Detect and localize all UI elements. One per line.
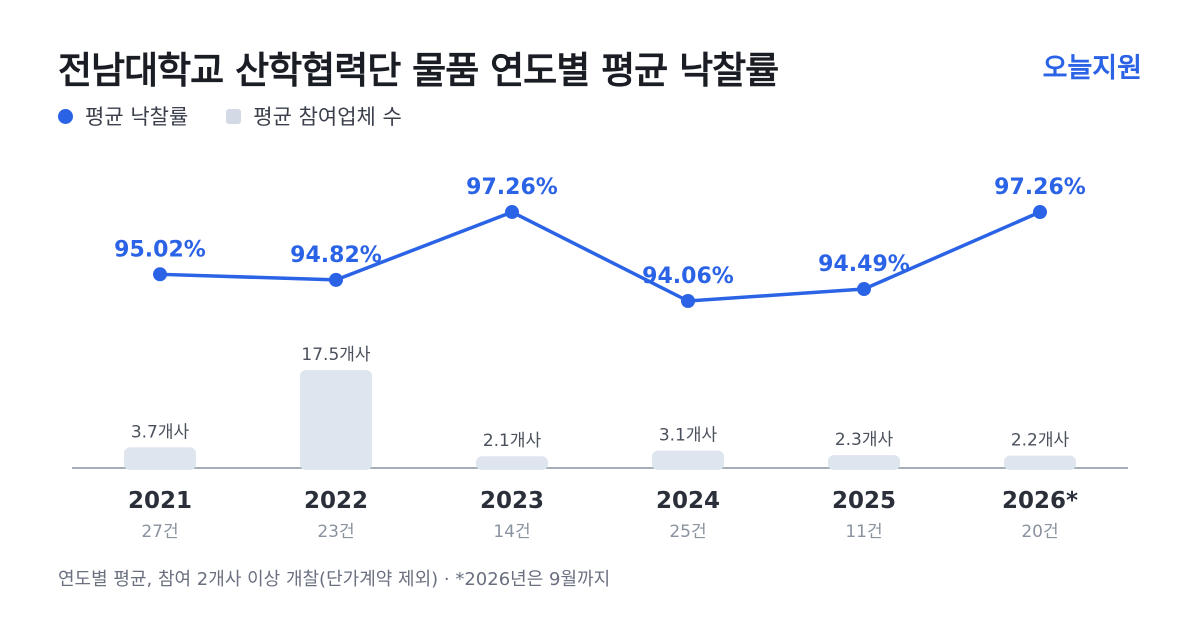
count-label: 20건	[1021, 522, 1058, 542]
count-label: 11건	[845, 522, 882, 542]
bar-2023	[476, 456, 548, 470]
x-tick-label: 2024	[656, 488, 720, 514]
rate-point-2024	[681, 294, 695, 308]
legend-bidders-label: 평균 참여업체 수	[253, 105, 402, 129]
footnote: 연도별 평균, 참여 2개사 이상 개찰(단가계약 제외) · *2026년은 …	[58, 569, 611, 590]
bar-2022	[300, 370, 372, 470]
bar-2024	[652, 450, 724, 470]
chart-title: 전남대학교 산학협력단 물품 연도별 평균 낙찰률	[58, 49, 779, 92]
bar-label: 3.1개사	[659, 426, 718, 446]
bar-2025	[828, 455, 900, 470]
bar-marker-icon	[226, 108, 242, 124]
rate-line	[158, 210, 1042, 303]
bar-2026*	[1004, 455, 1076, 470]
x-tick-label: 2022	[304, 488, 368, 514]
bar-2021	[124, 447, 196, 470]
rate-point-2021	[153, 267, 167, 282]
count-label: 27건	[141, 522, 178, 542]
bar-label: 2.3개사	[835, 430, 894, 450]
legend-item-bidders: 평균 참여업체 수	[226, 101, 402, 131]
count-label: 25건	[669, 522, 706, 542]
x-tick-label: 2021	[128, 488, 192, 514]
rate-label: 94.06%	[642, 264, 734, 289]
rate-point-2023	[505, 205, 519, 220]
line-marker-icon	[58, 108, 73, 124]
rate-label: 97.26%	[994, 175, 1086, 200]
x-tick-label: 2023	[480, 488, 544, 514]
rate-label: 94.49%	[818, 252, 910, 277]
rate-label: 95.02%	[114, 237, 206, 262]
rate-point-2026*	[1033, 205, 1047, 220]
count-label: 14건	[493, 522, 530, 542]
x-tick-label: 2026*	[1002, 488, 1078, 514]
rate-label: 94.82%	[290, 243, 382, 268]
rate-point-2025	[857, 282, 871, 297]
count-label: 23건	[317, 522, 354, 542]
bar-label: 17.5개사	[301, 345, 370, 365]
combo-chart: 3.7개사 17.5개사 2.1개사 3.1개사 2.3개사 2.2개사 95.02% 94.…	[72, 175, 1128, 542]
legend-rate-label: 평균 낙찰률	[85, 105, 189, 129]
bar-label: 2.1개사	[483, 431, 542, 451]
legend: 평균 낙찰률 평균 참여업체 수	[58, 101, 440, 131]
bar-label: 2.2개사	[1011, 431, 1070, 451]
legend-item-rate: 평균 낙찰률	[58, 101, 188, 131]
rate-point-2022	[329, 272, 343, 287]
x-tick-label: 2025	[832, 488, 896, 514]
brand-logo[interactable]: 오늘지원	[1042, 53, 1142, 84]
rate-label: 97.26%	[466, 175, 558, 200]
bar-label: 3.7개사	[131, 422, 190, 442]
